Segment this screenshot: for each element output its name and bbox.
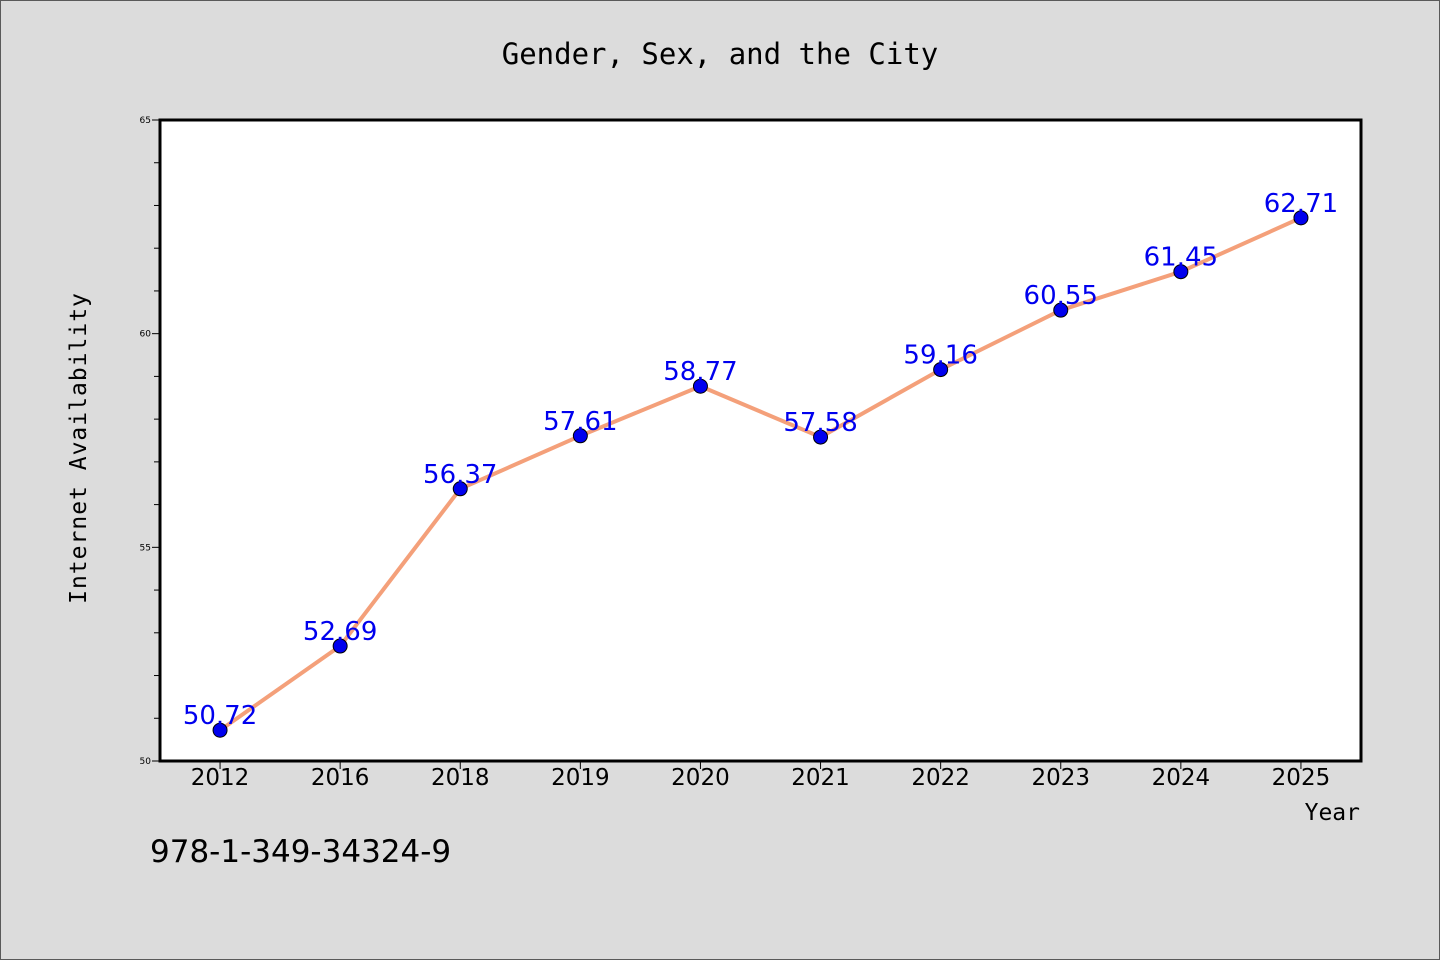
x-tick-label: 2022 [911,765,970,791]
y-tick-label: 65 [140,116,151,126]
data-label: 57.58 [783,408,857,438]
data-label: 60.55 [1024,281,1098,311]
data-label: 52.69 [303,617,377,647]
data-point [933,362,949,378]
data-point [452,481,468,497]
data-point [1053,302,1069,318]
data-label: 59.16 [903,341,977,371]
plot-area [158,118,1363,763]
data-label: 58.77 [663,357,737,387]
data-label: 61.45 [1144,243,1218,273]
x-axis: 2012 2016 2018 2019 2020 2021 2022 2023 2024 2025 [191,761,1330,791]
data-point [332,638,348,654]
data-label: 50.72 [183,701,257,731]
data-label: 57.61 [543,407,617,437]
data-point [1173,264,1189,280]
y-tick-label: 50 [140,757,152,767]
series-polyline [218,215,1303,733]
y-tick-label: 55 [140,543,151,553]
y-axis-label: Internet Availability [66,292,92,604]
series-markers [212,210,1309,738]
x-tick-label: 2016 [311,765,370,791]
data-point [813,429,829,445]
x-axis-label: Year [1305,800,1360,826]
series-line [218,215,1303,733]
x-tick-label: 2018 [431,765,490,791]
data-label: 56.37 [423,460,497,490]
x-tick-label: 2025 [1272,765,1331,791]
x-tick-label: 2024 [1152,765,1211,791]
data-point [692,378,708,394]
x-tick-label: 2020 [671,765,730,791]
isbn-text: 978-1-349-34324-9 [150,834,452,870]
data-point [212,722,228,738]
x-tick-label: 2019 [551,765,610,791]
x-tick-label: 2023 [1031,765,1090,791]
chart-title: Gender, Sex, and the City [502,37,939,71]
y-tick-label: 60 [140,330,152,340]
data-label: 62.71 [1264,189,1338,219]
x-tick-label: 2012 [191,765,250,791]
data-point [572,428,588,444]
y-axis: 50 55 60 65 [140,116,160,767]
x-tick-label: 2021 [791,765,850,791]
data-labels: 50.72 52.69 56.37 57.61 58.77 57.58 59.16 60.55… [183,189,1338,731]
data-point [1293,210,1309,226]
